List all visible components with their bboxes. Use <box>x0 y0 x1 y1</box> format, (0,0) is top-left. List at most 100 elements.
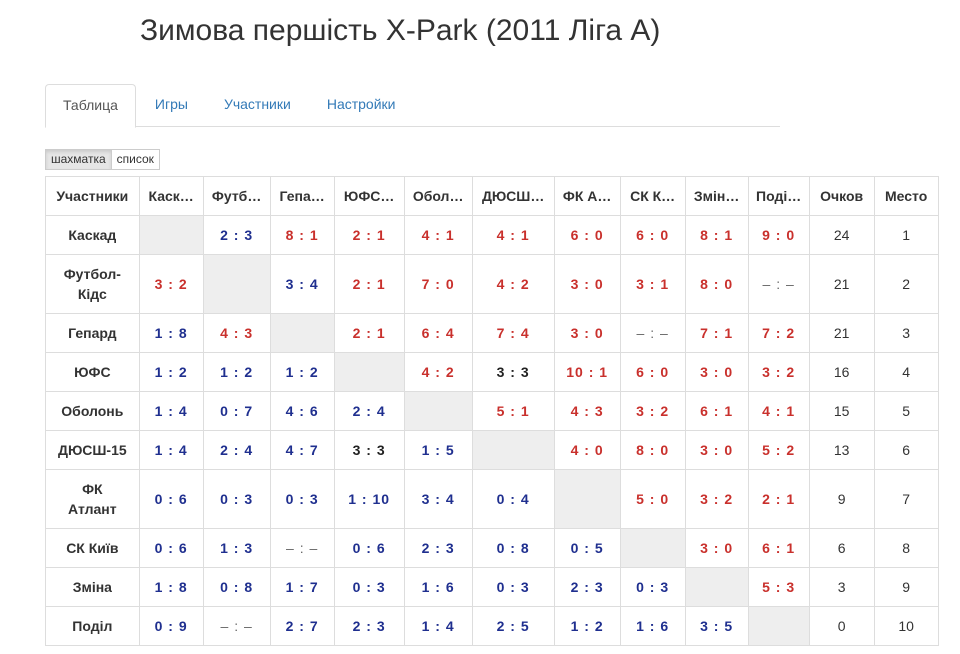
match-score[interactable]: 2 : 4 <box>202 430 271 470</box>
match-score[interactable]: 4 : 0 <box>553 430 621 470</box>
match-score[interactable]: 7 : 0 <box>403 254 473 314</box>
match-score[interactable]: 0 : 9 <box>138 606 204 646</box>
match-score[interactable]: 0 : 7 <box>202 391 271 431</box>
match-score[interactable]: 2 : 3 <box>333 606 405 646</box>
match-score[interactable]: 1 : 10 <box>333 469 405 529</box>
match-score[interactable]: 4 : 1 <box>747 391 810 431</box>
match-score[interactable]: 3 : 0 <box>684 430 749 470</box>
match-score[interactable]: 5 : 2 <box>747 430 810 470</box>
match-score[interactable]: 6 : 1 <box>747 528 810 568</box>
match-score[interactable]: 3 : 2 <box>619 391 686 431</box>
match-score[interactable]: 7 : 2 <box>747 313 810 353</box>
match-score[interactable]: 6 : 0 <box>619 352 686 392</box>
tab[interactable]: Участники <box>223 96 291 112</box>
match-score[interactable]: 2 : 7 <box>269 606 335 646</box>
view-button[interactable]: список <box>111 149 160 170</box>
match-score[interactable]: 2 : 1 <box>333 254 405 314</box>
match-score[interactable]: 1 : 6 <box>403 567 473 607</box>
match-score[interactable]: 0 : 8 <box>471 528 555 568</box>
tab[interactable]: Таблица <box>45 84 136 128</box>
match-score[interactable]: 8 : 1 <box>684 215 749 255</box>
match-score[interactable]: 10 : 1 <box>553 352 621 392</box>
match-score[interactable]: 1 : 2 <box>202 352 271 392</box>
match-score[interactable]: 4 : 1 <box>471 215 555 255</box>
match-score[interactable]: 5 : 1 <box>471 391 555 431</box>
match-score[interactable]: 8 : 1 <box>269 215 335 255</box>
match-score[interactable]: 6 : 0 <box>619 215 686 255</box>
view-button[interactable]: шахматка <box>45 149 112 170</box>
match-score[interactable]: 6 : 0 <box>553 215 621 255</box>
match-score[interactable]: 8 : 0 <box>619 430 686 470</box>
match-score[interactable]: 0 : 6 <box>333 528 405 568</box>
match-score[interactable]: 3 : 2 <box>138 254 204 314</box>
match-score[interactable]: 7 : 1 <box>684 313 749 353</box>
match-score[interactable]: 4 : 1 <box>403 215 473 255</box>
match-score[interactable]: 3 : 3 <box>471 352 555 392</box>
match-score[interactable]: 6 : 4 <box>403 313 473 353</box>
match-score[interactable]: 1 : 4 <box>403 606 473 646</box>
match-score[interactable]: 3 : 3 <box>333 430 405 470</box>
match-score[interactable]: 1 : 3 <box>202 528 271 568</box>
match-score[interactable]: 1 : 2 <box>269 352 335 392</box>
place: 4 <box>873 352 939 392</box>
match-score[interactable]: 4 : 6 <box>269 391 335 431</box>
match-score[interactable]: 5 : 0 <box>619 469 686 529</box>
match-score[interactable]: 3 : 4 <box>403 469 473 529</box>
points: 21 <box>808 254 875 314</box>
match-score[interactable]: 1 : 7 <box>269 567 335 607</box>
match-score[interactable]: 3 : 2 <box>684 469 749 529</box>
match-score[interactable]: 4 : 2 <box>471 254 555 314</box>
match-score[interactable]: 3 : 2 <box>747 352 810 392</box>
match-score[interactable]: 0 : 6 <box>138 528 204 568</box>
match-score[interactable]: 1 : 2 <box>553 606 621 646</box>
match-score[interactable]: 0 : 4 <box>471 469 555 529</box>
match-score[interactable]: 2 : 3 <box>403 528 473 568</box>
match-score[interactable]: 0 : 3 <box>471 567 555 607</box>
match-score[interactable]: 7 : 4 <box>471 313 555 353</box>
match-score[interactable]: – : – <box>202 606 271 646</box>
match-score[interactable]: 4 : 2 <box>403 352 473 392</box>
match-score[interactable]: 0 : 5 <box>553 528 621 568</box>
match-score[interactable]: 1 : 8 <box>138 567 204 607</box>
column-header: ДЮСШ… <box>471 176 555 216</box>
match-score[interactable]: 1 : 2 <box>138 352 204 392</box>
match-score[interactable]: 4 : 3 <box>202 313 271 353</box>
match-score[interactable]: 0 : 3 <box>202 469 271 529</box>
match-score[interactable]: 2 : 5 <box>471 606 555 646</box>
match-score[interactable]: – : – <box>747 254 810 314</box>
match-score[interactable]: 0 : 3 <box>333 567 405 607</box>
match-score[interactable]: 5 : 3 <box>747 567 810 607</box>
match-score[interactable]: 2 : 3 <box>553 567 621 607</box>
match-score[interactable]: 6 : 1 <box>684 391 749 431</box>
tab[interactable]: Настройки <box>326 96 396 112</box>
match-score[interactable]: 2 : 1 <box>333 313 405 353</box>
match-score[interactable]: 0 : 3 <box>619 567 686 607</box>
match-score[interactable]: 2 : 1 <box>747 469 810 529</box>
match-score[interactable]: 2 : 3 <box>202 215 271 255</box>
match-score[interactable]: 3 : 1 <box>619 254 686 314</box>
match-score[interactable]: 3 : 0 <box>553 254 621 314</box>
tab[interactable]: Игры <box>154 96 188 112</box>
match-score[interactable]: – : – <box>619 313 686 353</box>
match-score[interactable]: 3 : 5 <box>684 606 749 646</box>
match-score[interactable]: 8 : 0 <box>684 254 749 314</box>
match-score[interactable]: 9 : 0 <box>747 215 810 255</box>
match-score[interactable]: 1 : 5 <box>403 430 473 470</box>
match-score[interactable]: 2 : 4 <box>333 391 405 431</box>
place: 2 <box>873 254 939 314</box>
match-score[interactable]: 2 : 1 <box>333 215 405 255</box>
match-score[interactable]: 3 : 0 <box>553 313 621 353</box>
match-score[interactable]: 1 : 4 <box>138 430 204 470</box>
match-score[interactable]: 1 : 6 <box>619 606 686 646</box>
match-score[interactable]: 1 : 8 <box>138 313 204 353</box>
match-score[interactable]: 0 : 8 <box>202 567 271 607</box>
match-score[interactable]: 0 : 6 <box>138 469 204 529</box>
match-score[interactable]: – : – <box>269 528 335 568</box>
match-score[interactable]: 3 : 0 <box>684 352 749 392</box>
match-score[interactable]: 0 : 3 <box>269 469 335 529</box>
match-score[interactable]: 1 : 4 <box>138 391 204 431</box>
match-score[interactable]: 4 : 7 <box>269 430 335 470</box>
match-score[interactable]: 3 : 4 <box>269 254 335 314</box>
match-score[interactable]: 3 : 0 <box>684 528 749 568</box>
match-score[interactable]: 4 : 3 <box>553 391 621 431</box>
